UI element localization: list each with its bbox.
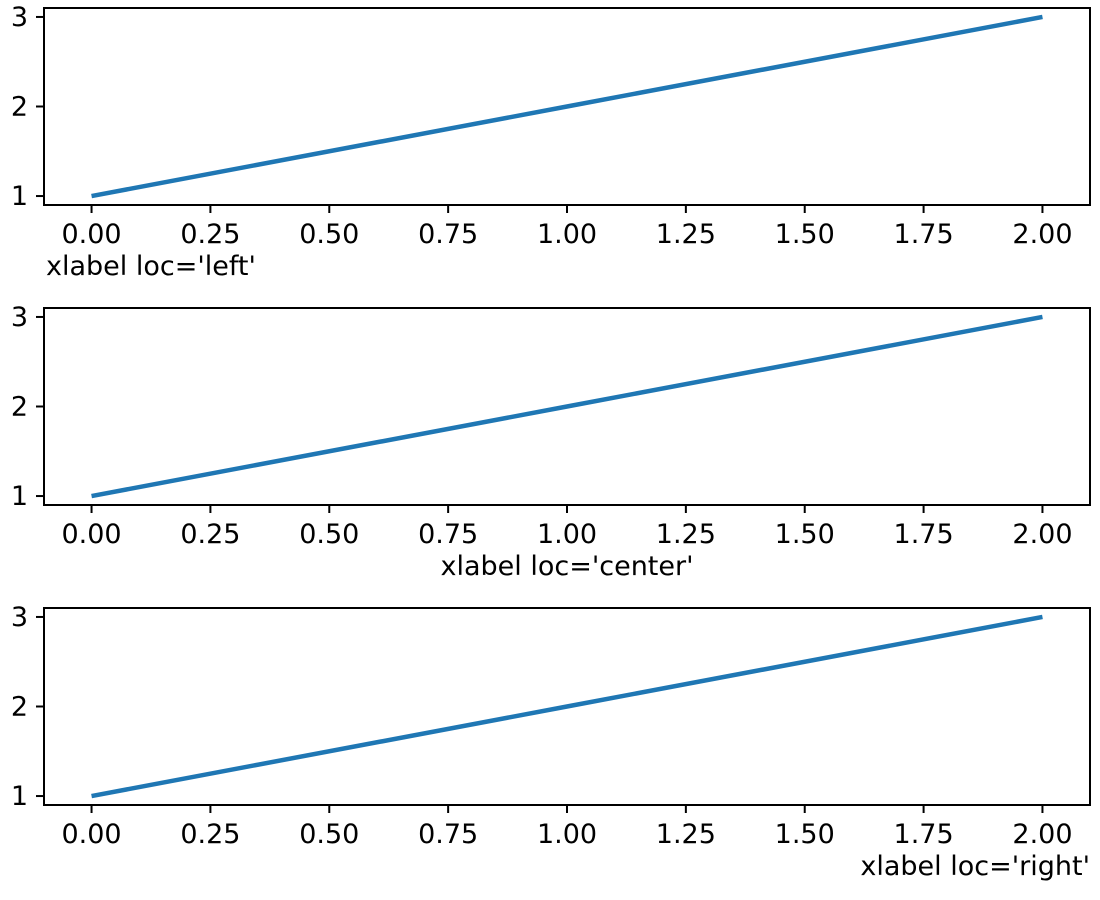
x-tick-label: 2.00: [1012, 519, 1072, 550]
x-tick-label: 1.50: [775, 819, 835, 850]
subplot-2-canvas: 0.00 0.25 0.50 0.75 1.00 1.25 1.50 1.75 2.00 1 2 3: [11, 302, 1091, 550]
x-tick-label: 1.25: [656, 519, 716, 550]
x-tick-label: 0.75: [418, 219, 478, 250]
x-tick-label: 1.75: [894, 219, 954, 250]
x-tick-label: 0.00: [61, 819, 121, 850]
x-tick-label: 2.00: [1012, 219, 1072, 250]
x-tick-label: 1.75: [894, 819, 954, 850]
data-line: [91, 14, 1043, 199]
x-tick-label: 0.00: [61, 519, 121, 550]
subplot-1: 0.00 0.25 0.50 0.75 1.00 1.25 1.50 1.75 2.00 1 2 3 …: [0, 0, 1100, 300]
y-tick-label: 2: [11, 392, 28, 423]
x-tick-label: 2.00: [1012, 819, 1072, 850]
y-tick-label: 3: [11, 2, 28, 33]
x-tick-label: 1.00: [537, 819, 597, 850]
y-tick-label: 1: [11, 481, 28, 512]
subplot-1-xlabel: xlabel loc='left': [46, 251, 256, 282]
y-tick-label: 1: [11, 781, 28, 812]
x-tick-label: 1.00: [537, 219, 597, 250]
y-tick-label: 3: [11, 302, 28, 333]
y-tick-label: 3: [11, 602, 28, 633]
x-tick-label: 1.25: [656, 219, 716, 250]
x-tick-label: 1.25: [656, 819, 716, 850]
x-tick-label: 1.75: [894, 519, 954, 550]
x-tick-label: 0.50: [299, 219, 359, 250]
subplot-3-xlabel: xlabel loc='right': [860, 851, 1090, 882]
x-tick-label: 1.00: [537, 519, 597, 550]
x-tick-label: 1.50: [775, 219, 835, 250]
x-tick-label: 0.75: [418, 519, 478, 550]
x-tick-label: 0.25: [180, 219, 240, 250]
x-tick-label: 0.00: [61, 219, 121, 250]
data-line: [91, 614, 1043, 799]
data-line: [91, 314, 1043, 499]
x-tick-label: 0.50: [299, 519, 359, 550]
y-tick-label: 2: [11, 692, 28, 723]
y-tick-label: 2: [11, 92, 28, 123]
subplot-2: 0.00 0.25 0.50 0.75 1.00 1.25 1.50 1.75 2.00 1 2 3 …: [0, 300, 1100, 600]
x-tick-label: 1.50: [775, 519, 835, 550]
x-tick-label: 0.25: [180, 819, 240, 850]
subplot-1-canvas: 0.00 0.25 0.50 0.75 1.00 1.25 1.50 1.75 2.00 1 2 3: [11, 2, 1091, 250]
subplot-3-canvas: 0.00 0.25 0.50 0.75 1.00 1.25 1.50 1.75 2.00 1 2 3: [11, 602, 1091, 850]
x-tick-label: 0.25: [180, 519, 240, 550]
x-tick-label: 0.50: [299, 819, 359, 850]
subplot-3: 0.00 0.25 0.50 0.75 1.00 1.25 1.50 1.75 2.00 1 2 3 …: [0, 600, 1100, 900]
y-tick-label: 1: [11, 181, 28, 212]
x-tick-label: 0.75: [418, 819, 478, 850]
subplot-2-xlabel: xlabel loc='center': [440, 551, 694, 582]
